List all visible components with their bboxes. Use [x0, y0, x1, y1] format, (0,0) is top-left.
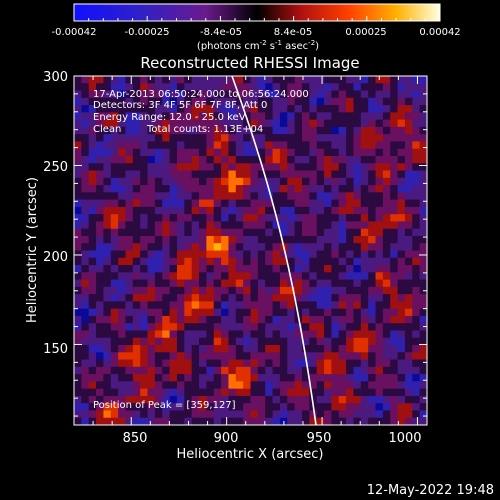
- y-tick-label: 200: [43, 250, 68, 265]
- annotation-clean: Clean: [93, 124, 121, 135]
- solar-limb: [231, 76, 317, 425]
- y-axis-label: Heliocentric Y (arcsec): [25, 177, 40, 323]
- colorbar-tick-label: -8.4e-05: [200, 27, 242, 38]
- colorbar-unit-label: (photons cm-2 s-1 asec-2): [197, 39, 319, 52]
- annotation-peak-position: Position of Peak = [359,127]: [93, 400, 236, 411]
- colorbar-tick-label: -0.00025: [125, 27, 170, 38]
- colorbar-tick-label: -0.00042: [52, 27, 97, 38]
- colorbar-tick-label: 8.4e-05: [274, 27, 312, 38]
- image-pixels: [74, 76, 427, 425]
- plot-frame: [73, 75, 428, 426]
- y-tick-label: 150: [43, 342, 68, 357]
- x-axis-label: Heliocentric X (arcsec): [177, 447, 324, 462]
- annotation-detectors: Detectors: 3F 4F 5F 6F 7F 8F, Att 0: [93, 100, 267, 111]
- rhessi-image: [74, 76, 427, 425]
- x-tick-label: 950: [307, 431, 332, 446]
- colorbar-tick-label: 0.00042: [419, 27, 460, 38]
- colorbar: [73, 3, 441, 22]
- footer-timestamp: 12-May-2022 19:48: [367, 483, 494, 498]
- y-tick-label: 300: [43, 70, 68, 85]
- annotation-total-counts: Total counts: 1.13E+04: [146, 124, 263, 135]
- y-tick-label: 250: [43, 160, 68, 175]
- x-tick-label: 900: [214, 431, 239, 446]
- annotation-energy-range: Energy Range: 12.0 - 25.0 keV: [93, 112, 246, 123]
- x-tick-label: 850: [123, 431, 148, 446]
- colorbar-tick-label: 0.00025: [345, 27, 386, 38]
- axis-ticks: [74, 75, 427, 425]
- colorbar-ticks: [73, 16, 441, 21]
- plot-title: Reconstructed RHESSI Image: [140, 54, 359, 72]
- x-tick-label: 1000: [388, 431, 421, 446]
- annotation-time-range: 17-Apr-2013 06:50:24.000 to 06:56:24.000: [93, 89, 309, 100]
